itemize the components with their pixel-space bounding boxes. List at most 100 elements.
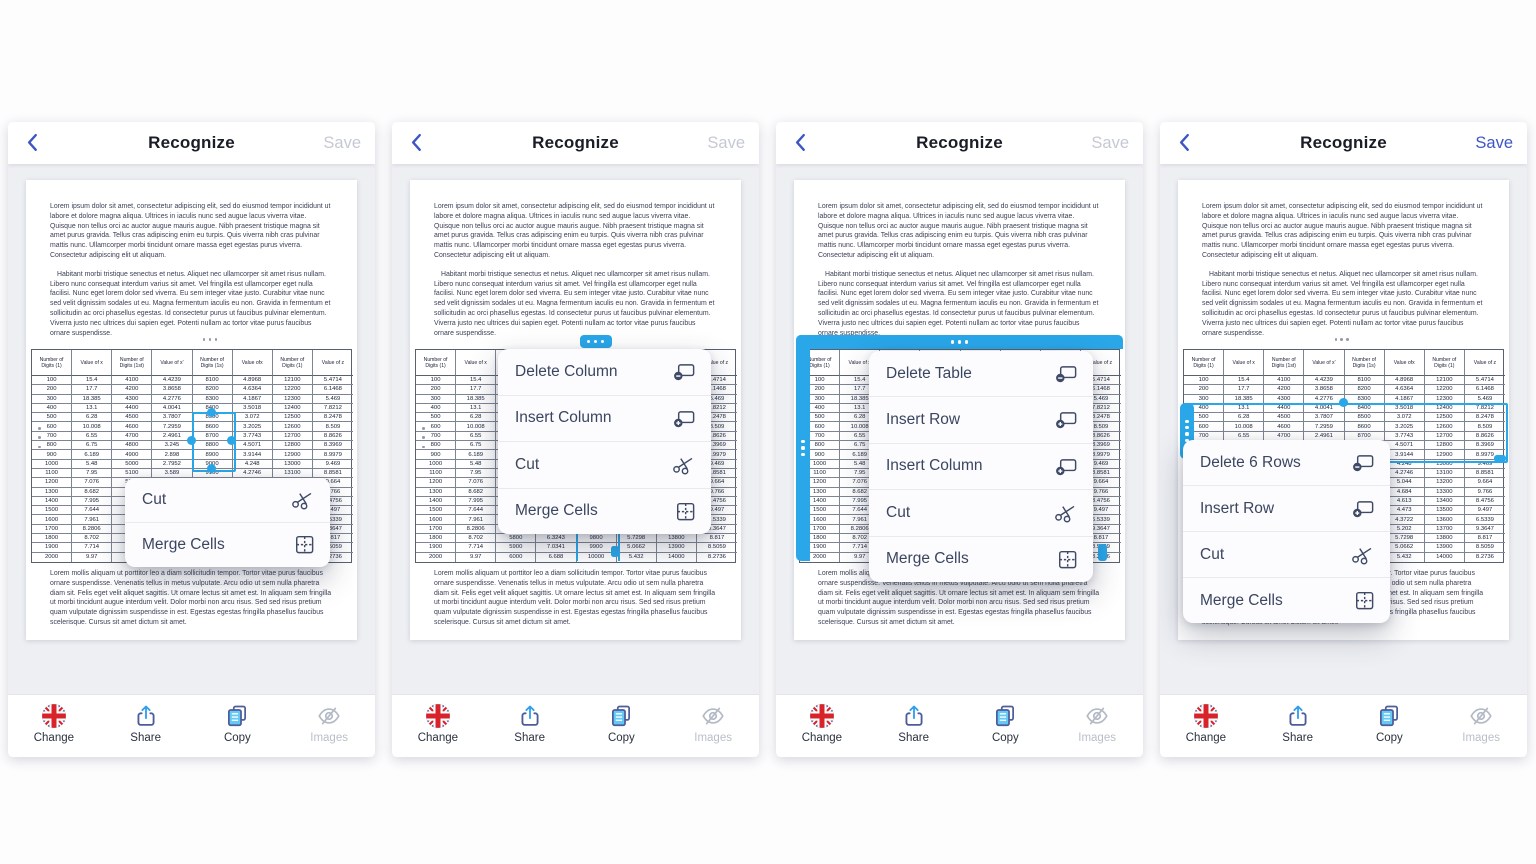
- table-cell[interactable]: 4.4239: [1304, 376, 1345, 386]
- table-cell[interactable]: 4.4239: [152, 376, 193, 386]
- table-cell[interactable]: 700: [800, 431, 841, 442]
- table-cell[interactable]: 9.469: [312, 460, 353, 469]
- menu-item-merge-cells[interactable]: Merge Cells: [498, 487, 711, 535]
- table-cell[interactable]: 4.0041: [152, 403, 193, 414]
- table-cell[interactable]: 2000: [416, 552, 457, 562]
- table-cell[interactable]: 8.3969: [696, 441, 737, 451]
- table-cell[interactable]: 13600: [1424, 515, 1465, 525]
- table-cell[interactable]: 6.1468: [696, 385, 737, 395]
- table-cell[interactable]: 8.817: [1080, 534, 1121, 544]
- table-cell[interactable]: 8.3969: [312, 441, 353, 451]
- table-cell[interactable]: 12100: [272, 376, 313, 386]
- table-cell[interactable]: 7.95: [456, 468, 497, 479]
- table-cell[interactable]: 8100: [192, 376, 233, 386]
- table-cell[interactable]: 6.5339: [312, 515, 353, 525]
- table-cell[interactable]: 600: [32, 422, 73, 432]
- table-cell[interactable]: 8.817: [696, 534, 737, 544]
- table-cell[interactable]: 6.5339: [1464, 515, 1505, 525]
- table-cell[interactable]: 8.8626: [1464, 432, 1505, 442]
- table-cell[interactable]: 8.8581: [312, 469, 353, 479]
- row-drag-handle[interactable]: [38, 427, 41, 449]
- table-cell[interactable]: 8.4756: [1080, 497, 1121, 507]
- table-cell[interactable]: 100: [1184, 376, 1225, 386]
- table-cell[interactable]: 9.97: [72, 552, 113, 562]
- table-cell[interactable]: 9800: [576, 534, 617, 544]
- copy-button[interactable]: Copy: [192, 695, 284, 757]
- table-select-bar-left[interactable]: [796, 335, 810, 561]
- table-cell[interactable]: 17.7: [72, 385, 113, 395]
- selection-handle-top[interactable]: [207, 407, 217, 417]
- table-cell[interactable]: 2000: [32, 552, 73, 562]
- table-cell[interactable]: 8.5059: [1464, 543, 1505, 553]
- table-cell[interactable]: 3.072: [1384, 413, 1425, 423]
- table-cell[interactable]: 9.664: [1080, 478, 1121, 488]
- back-button[interactable]: [1174, 131, 1196, 155]
- table-cell[interactable]: 8.8626: [1080, 432, 1121, 442]
- table-cell[interactable]: 5.4714: [1464, 376, 1505, 386]
- table-cell[interactable]: 700: [32, 431, 73, 442]
- table-cell[interactable]: 4.2746: [1384, 468, 1425, 479]
- table-cell[interactable]: 1300: [32, 487, 73, 497]
- table-cell[interactable]: 4.6364: [232, 385, 273, 395]
- table-cell[interactable]: 3.9144: [1384, 450, 1425, 460]
- table-cell[interactable]: 10000: [577, 552, 617, 562]
- table-cell[interactable]: 1400: [32, 496, 73, 507]
- table-cell[interactable]: 4200: [1264, 385, 1305, 395]
- table-cell[interactable]: 3.5018: [1384, 403, 1425, 414]
- table-cell[interactable]: 8.2478: [1080, 413, 1121, 423]
- table-cell[interactable]: 12200: [1424, 385, 1465, 395]
- table-cell[interactable]: 4300: [112, 394, 153, 404]
- table-cell[interactable]: 7.714: [456, 543, 497, 553]
- share-button[interactable]: Share: [484, 695, 576, 757]
- copy-button[interactable]: Copy: [960, 695, 1052, 757]
- table-cell[interactable]: 8400: [1344, 403, 1385, 414]
- table-cell[interactable]: 4.5071: [232, 441, 273, 451]
- table-cell[interactable]: 5.469: [312, 395, 353, 404]
- table-cell[interactable]: 5.469: [1080, 395, 1121, 404]
- table-cell[interactable]: 6.688: [536, 552, 577, 562]
- table-cell[interactable]: 3.7807: [152, 413, 193, 423]
- table-cell[interactable]: 5.0662: [616, 543, 657, 553]
- table-cell[interactable]: 8100: [1344, 376, 1385, 386]
- table-cell[interactable]: 1300: [416, 487, 457, 497]
- table-cell[interactable]: 6000: [496, 552, 537, 562]
- table-cell[interactable]: 1600: [32, 515, 73, 525]
- table-cell[interactable]: 8.8626: [312, 432, 353, 442]
- table-cell[interactable]: 13.1: [1224, 403, 1265, 414]
- table-cell[interactable]: 6.3243: [536, 534, 577, 544]
- table-cell[interactable]: 8.702: [456, 534, 497, 544]
- table-cell[interactable]: 1400: [416, 496, 457, 507]
- table-cell[interactable]: 4.2776: [152, 394, 193, 404]
- menu-item-merge-cells[interactable]: Merge Cells: [125, 522, 330, 567]
- table-cell[interactable]: 800: [32, 441, 73, 451]
- table-cell[interactable]: 100: [416, 376, 457, 386]
- table-cell[interactable]: 9.664: [312, 478, 353, 488]
- table-cell[interactable]: 1500: [32, 506, 73, 516]
- menu-item-insert-row[interactable]: Insert Row: [869, 396, 1093, 442]
- table-cell[interactable]: 4.613: [1384, 496, 1425, 507]
- table-cell[interactable]: 9.3647: [1080, 525, 1121, 535]
- table-cell[interactable]: 12900: [272, 450, 313, 460]
- table-cell[interactable]: 3.5018: [232, 403, 273, 414]
- table-cell[interactable]: 15.4: [456, 376, 497, 386]
- table-cell[interactable]: 8.4756: [696, 497, 737, 507]
- table-cell[interactable]: 9.766: [696, 488, 737, 497]
- table-cell[interactable]: 9.497: [696, 506, 737, 516]
- table-cell[interactable]: 13000: [272, 459, 313, 469]
- table-cell[interactable]: 13800: [1424, 534, 1465, 544]
- table-cell[interactable]: 8.9979: [1464, 450, 1505, 460]
- table-cell[interactable]: 12900: [1424, 450, 1465, 460]
- back-button[interactable]: [406, 131, 428, 155]
- table-cell[interactable]: 7.8212: [696, 404, 737, 414]
- table-cell[interactable]: 500: [416, 413, 457, 423]
- table-cell[interactable]: 8.682: [456, 487, 497, 497]
- table-cell[interactable]: 4400: [1264, 403, 1305, 414]
- table-cell[interactable]: 500: [800, 413, 841, 423]
- table-cell[interactable]: 14000: [657, 552, 697, 562]
- table-cell[interactable]: 4.8968: [1384, 376, 1425, 386]
- table-cell[interactable]: 6.1468: [312, 385, 353, 395]
- selection-handle-right[interactable]: [227, 435, 237, 445]
- table-cell[interactable]: 5.4714: [312, 376, 353, 386]
- table-cell[interactable]: 7.076: [72, 478, 113, 488]
- save-button[interactable]: Save: [1475, 133, 1513, 152]
